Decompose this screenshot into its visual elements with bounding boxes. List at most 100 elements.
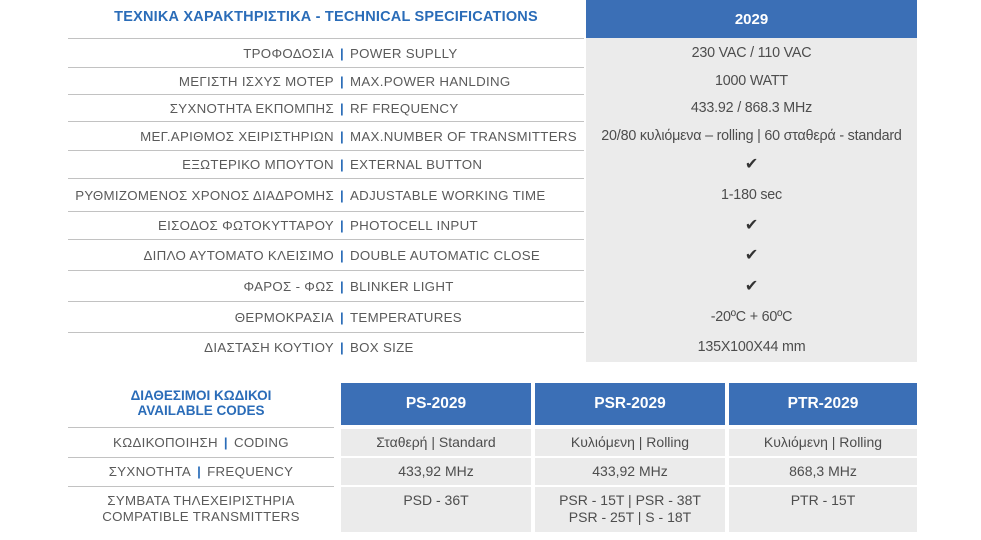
- label-separator: |: [339, 340, 344, 355]
- code-cell: Κυλιόμενη | Rolling: [535, 429, 725, 456]
- checkmark-icon: ✔: [586, 270, 917, 301]
- code-cell: Σταθερή | Standard: [341, 429, 531, 456]
- spec-label-greek: ΔΙΠΛΟ ΑΥΤΟΜΑΤΟ ΚΛΕΙΣΙΜΟ: [143, 247, 334, 263]
- spec-table-title: ΤΕΧΝΙΚΑ ΧΑΡΑΚΤΗΡΙΣΤΙΚΑ - TECHNICAL SPECI…: [114, 9, 538, 25]
- code-cell-line: 868,3 MHz: [789, 463, 857, 479]
- spec-label: ΜΕΓ.ΑΡΙΘΜΟΣ ΧΕΙΡΙΣΤΗΡΙΩΝ | MAX.NUMBER OF T…: [68, 121, 584, 150]
- code-label-greek: ΣΥΜΒΑΤΑ ΤΗΛΕΧΕΙΡΙΣΤΗΡΙΑ: [107, 493, 295, 508]
- spec-row: ΤΡΟΦΟΔΟΣΙΑ | POWER SUPLLY 230 VAC / 110 VAC: [68, 38, 917, 67]
- spec-value: 20/80 κυλιόμενα – rolling | 60 σταθερά -…: [586, 121, 917, 150]
- label-separator: |: [339, 309, 344, 325]
- code-model-header: PTR-2029: [729, 383, 917, 425]
- code-cell-line: Κυλιόμενη | Rolling: [763, 434, 883, 450]
- code-cell-line: 433,92 MHz: [592, 463, 668, 479]
- code-cell: PSR - 15T | PSR - 38T PSR - 25T | S - 18T: [535, 487, 725, 532]
- code-label-greek: ΚΩΔΙΚΟΠΟΙΗΣΗ: [113, 434, 218, 450]
- spec-value: 1-180 sec: [586, 178, 917, 211]
- spec-label-greek: ΘΕΡΜΟΚΡΑΣΙΑ: [234, 309, 334, 325]
- spec-row: ΣΥΧΝΟΤΗΤΑ ΕΚΠΟΜΠΗΣ | RF FREQUENCY 433.92 / …: [68, 94, 917, 121]
- spec-label: ΤΡΟΦΟΔΟΣΙΑ | POWER SUPLLY: [68, 38, 584, 67]
- label-separator: |: [339, 73, 344, 89]
- code-row-label: ΚΩΔΙΚΟΠΟΙΗΣΗ | CODING: [68, 427, 334, 457]
- spec-label-english: MAX.POWER HANLDING: [350, 73, 511, 89]
- spec-label: ΕΙΣΟΔΟΣ ΦΩΤΟΚΥΤΤΑΡΟΥ | PHOTOCELL INPUT: [68, 211, 584, 239]
- code-cell: PTR - 15T: [729, 487, 917, 532]
- label-separator: |: [339, 187, 344, 203]
- spec-label: ΘΕΡΜΟΚΡΑΣΙΑ | TEMPERATURES: [68, 301, 584, 332]
- spec-label-greek: ΦΑΡΟΣ - ΦΩΣ: [243, 278, 334, 294]
- spec-model-header: 2029: [586, 0, 917, 38]
- spec-label-english: BOX SIZE: [350, 340, 414, 355]
- label-separator: |: [339, 157, 344, 172]
- code-cell-line: Κυλιόμενη | Rolling: [570, 434, 690, 450]
- code-cell-line: PSD - 36T: [403, 492, 469, 508]
- checkmark-icon: ✔: [586, 211, 917, 239]
- label-separator: |: [223, 434, 228, 450]
- label-separator: |: [339, 218, 344, 233]
- spec-value: 230 VAC / 110 VAC: [586, 38, 917, 67]
- spec-label-english: PHOTOCELL INPUT: [350, 218, 478, 233]
- spec-row: ΦΑΡΟΣ - ΦΩΣ | BLINKER LIGHT ✔: [68, 270, 917, 301]
- spec-row: ΔΙΠΛΟ ΑΥΤΟΜΑΤΟ ΚΛΕΙΣΙΜΟ | DOUBLE AUTOMATIC…: [68, 239, 917, 270]
- code-row-label: ΣΥΧΝΟΤΗΤΑ | FREQUENCY: [68, 457, 334, 486]
- spec-row: ΡΥΘΜΙΖΟΜΕΝΟΣ ΧΡΟΝΟΣ ΔΙΑΔΡΟΜΗΣ | ADJUSTABLE…: [68, 178, 917, 211]
- spec-label-english: MAX.NUMBER OF TRANSMITTERS: [350, 128, 577, 144]
- spec-label: ΕΞΩΤΕΡΙΚΟ ΜΠΟΥΤΟΝ | EXTERNAL BUTTON: [68, 150, 584, 178]
- spec-label: ΡΥΘΜΙΖΟΜΕΝΟΣ ΧΡΟΝΟΣ ΔΙΑΔΡΟΜΗΣ | ADJUSTABLE…: [68, 178, 584, 211]
- checkmark-icon: ✔: [586, 239, 917, 270]
- spec-label: ΔΙΑΣΤΑΣΗ ΚΟΥΤΙΟΥ | BOX SIZE: [68, 332, 584, 362]
- spec-row: ΕΙΣΟΔΟΣ ΦΩΤΟΚΥΤΤΑΡΟΥ | PHOTOCELL INPUT ✔: [68, 211, 917, 239]
- spec-label-english: EXTERNAL BUTTON: [350, 157, 483, 172]
- spec-label-greek: ΕΞΩΤΕΡΙΚΟ ΜΠΟΥΤΟΝ: [182, 157, 334, 172]
- spec-label-greek: ΜΕΓ.ΑΡΙΘΜΟΣ ΧΕΙΡΙΣΤΗΡΙΩΝ: [140, 128, 334, 144]
- spec-label-english: ADJUSTABLE WORKING TIME: [350, 187, 546, 203]
- label-separator: |: [339, 247, 344, 263]
- spec-label: ΔΙΠΛΟ ΑΥΤΟΜΑΤΟ ΚΛΕΙΣΙΜΟ | DOUBLE AUTOMATIC…: [68, 239, 584, 270]
- spec-value: 433.92 / 868.3 MHz: [586, 94, 917, 121]
- spec-label-greek: ΤΡΟΦΟΔΟΣΙΑ: [243, 45, 334, 61]
- spec-label-english: TEMPERATURES: [350, 309, 462, 325]
- code-model-header: PSR-2029: [535, 383, 725, 425]
- spec-value: 135X100X44 mm: [586, 332, 917, 362]
- code-cell: 433,92 MHz: [535, 458, 725, 485]
- label-separator: |: [339, 100, 344, 116]
- spec-row: ΜΕΓΙΣΤΗ ΙΣΧΥΣ ΜΟΤΕΡ | MAX.POWER HANLDING 10…: [68, 67, 917, 94]
- code-cell-line: PTR - 15T: [790, 492, 856, 508]
- spec-label-english: RF FREQUENCY: [350, 100, 459, 116]
- spec-value: -20ºC + 60ºC: [586, 301, 917, 332]
- codes-title-greek: ΔΙΑΘΕΣΙΜΟΙ ΚΩΔΙΚΟΙ: [130, 388, 272, 403]
- spec-label-greek: ΔΙΑΣΤΑΣΗ ΚΟΥΤΙΟΥ: [204, 340, 334, 355]
- code-cell-line: 433,92 MHz: [398, 463, 474, 479]
- label-separator: |: [197, 464, 202, 479]
- code-label-english: CODING: [233, 434, 289, 450]
- code-label-greek: ΣΥΧΝΟΤΗΤΑ: [108, 464, 192, 479]
- checkmark-icon: ✔: [586, 150, 917, 178]
- spec-row: ΜΕΓ.ΑΡΙΘΜΟΣ ΧΕΙΡΙΣΤΗΡΙΩΝ | MAX.NUMBER OF T…: [68, 121, 917, 150]
- spec-label-greek: ΡΥΘΜΙΖΟΜΕΝΟΣ ΧΡΟΝΟΣ ΔΙΑΔΡΟΜΗΣ: [75, 187, 334, 203]
- code-cell: Κυλιόμενη | Rolling: [729, 429, 917, 456]
- label-separator: |: [339, 128, 344, 144]
- code-cell-line: PSR - 15T | PSR - 38T: [559, 492, 701, 508]
- code-cell: PSD - 36T: [341, 487, 531, 532]
- spec-label-greek: ΕΙΣΟΔΟΣ ΦΩΤΟΚΥΤΤΑΡΟΥ: [157, 218, 334, 233]
- code-cell: 433,92 MHz: [341, 458, 531, 485]
- code-cell-line: PSR - 25T | S - 18T: [568, 509, 692, 525]
- spec-label-greek: ΣΥΧΝΟΤΗΤΑ ΕΚΠΟΜΠΗΣ: [169, 100, 334, 116]
- spec-label-english: POWER SUPLLY: [350, 45, 458, 61]
- spec-row: ΔΙΑΣΤΑΣΗ ΚΟΥΤΙΟΥ | BOX SIZE 135X100X44 mm: [68, 332, 917, 362]
- code-row-label: ΣΥΜΒΑΤΑ ΤΗΛΕΧΕΙΡΙΣΤΗΡΙΑ COMPATIBLE TRANSM…: [68, 486, 334, 532]
- spec-label-english: DOUBLE AUTOMATIC CLOSE: [350, 247, 541, 263]
- spec-label: ΜΕΓΙΣΤΗ ΙΣΧΥΣ ΜΟΤΕΡ | MAX.POWER HANLDING: [68, 67, 584, 94]
- code-cell: 868,3 MHz: [729, 458, 917, 485]
- spec-label-greek: ΜΕΓΙΣΤΗ ΙΣΧΥΣ ΜΟΤΕΡ: [178, 73, 334, 89]
- label-separator: |: [339, 45, 344, 61]
- spec-label: ΣΥΧΝΟΤΗΤΑ ΕΚΠΟΜΠΗΣ | RF FREQUENCY: [68, 94, 584, 121]
- label-separator: |: [339, 278, 344, 294]
- code-model-header: PS-2029: [341, 383, 531, 425]
- spec-row: ΕΞΩΤΕΡΙΚΟ ΜΠΟΥΤΟΝ | EXTERNAL BUTTON ✔: [68, 150, 917, 178]
- spec-label: ΦΑΡΟΣ - ΦΩΣ | BLINKER LIGHT: [68, 270, 584, 301]
- code-cell-line: Σταθερή | Standard: [376, 434, 496, 450]
- spec-label-english: BLINKER LIGHT: [350, 278, 454, 294]
- codes-table-title: ΔΙΑΘΕΣΙΜΟΙ ΚΩΔΙΚΟΙ AVAILABLE CODES: [68, 385, 334, 421]
- code-label-english: COMPATIBLE TRANSMITTERS: [102, 509, 300, 524]
